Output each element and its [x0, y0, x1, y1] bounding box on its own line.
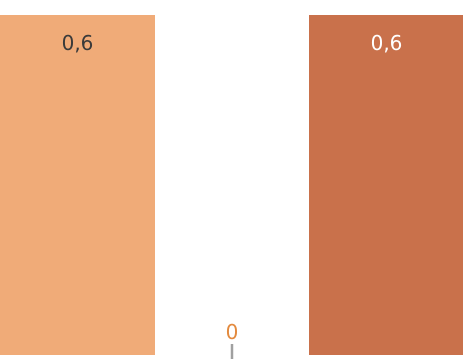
data-label-bar-3: 0,6: [371, 31, 403, 55]
bars-group: [0, 15, 463, 359]
data-label-bar-2: 0: [226, 320, 239, 344]
bar-3: [309, 15, 463, 355]
data-labels-group: 0,6 0 0,6: [62, 31, 403, 344]
data-label-bar-1: 0,6: [62, 31, 94, 55]
bar-1: [0, 15, 155, 355]
